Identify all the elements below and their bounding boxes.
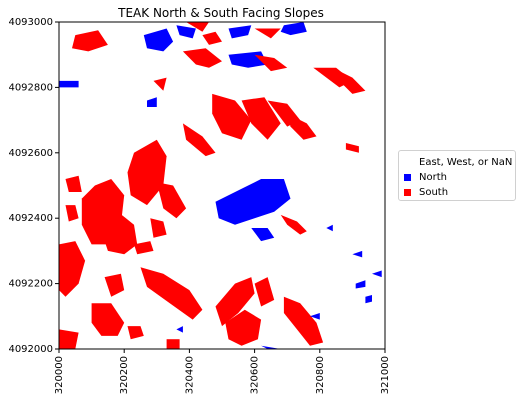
y-tick-label: 4092600 bbox=[8, 148, 53, 159]
y-tick-label: 4093000 bbox=[8, 17, 53, 28]
slope-patch-south-15 bbox=[153, 77, 167, 91]
legend-swatch-north bbox=[404, 173, 411, 181]
slope-patch-south-43 bbox=[59, 329, 79, 349]
slope-patch-south-44 bbox=[166, 339, 180, 349]
slope-patch-south-39 bbox=[225, 309, 262, 346]
slope-patch-south-40 bbox=[254, 277, 275, 307]
slope-patch-south-16 bbox=[212, 93, 252, 140]
slope-patch-south-38 bbox=[215, 277, 255, 327]
legend-label-south: South bbox=[419, 186, 449, 198]
slope-patch-north-13 bbox=[59, 80, 79, 88]
y-tick-label: 4092400 bbox=[8, 213, 53, 224]
slope-patch-north-49 bbox=[372, 270, 382, 278]
legend-label-north: North bbox=[419, 171, 447, 183]
slope-patch-south-34 bbox=[140, 267, 203, 320]
slope-patch-south-33 bbox=[134, 241, 154, 255]
slope-patch-south-27 bbox=[150, 218, 167, 238]
slope-patch-north-2 bbox=[176, 25, 196, 39]
x-tick-label: 320000 bbox=[54, 356, 65, 394]
slope-patch-south-20 bbox=[182, 123, 216, 157]
slope-patch-north-50 bbox=[310, 313, 320, 320]
slope-patch-north-48 bbox=[326, 224, 333, 232]
slope-patch-south-17 bbox=[241, 97, 281, 140]
plot-frame bbox=[58, 21, 386, 350]
x-tick-label: 321000 bbox=[380, 356, 391, 394]
slope-patch-south-8 bbox=[182, 48, 222, 68]
slope-patch-south-12 bbox=[339, 71, 366, 94]
slope-patch-south-19 bbox=[287, 113, 317, 140]
slope-patch-south-28 bbox=[59, 241, 86, 297]
slope-patch-south-4 bbox=[202, 31, 222, 45]
legend-item-north: North bbox=[404, 170, 447, 184]
y-tick-label: 4092800 bbox=[8, 82, 53, 93]
slope-patch-south-36 bbox=[91, 303, 125, 336]
chart-title: TEAK North & South Facing Slopes bbox=[117, 6, 324, 20]
slope-patch-north-30 bbox=[215, 179, 291, 225]
slope-patch-south-24 bbox=[127, 139, 167, 206]
slope-patch-south-21 bbox=[345, 143, 359, 153]
y-tick-label: 4092000 bbox=[8, 344, 53, 355]
y-tick-label: 4092200 bbox=[8, 279, 53, 290]
slope-patch-north-1 bbox=[143, 28, 174, 52]
slope-patch-south-26 bbox=[98, 211, 138, 255]
x-tick-label: 320400 bbox=[184, 356, 195, 394]
slope-patch-south-10 bbox=[254, 54, 288, 72]
legend-swatch-nan bbox=[404, 159, 411, 166]
slope-patch-south-0 bbox=[72, 30, 108, 52]
legend-item-nan: East, West, or NaN bbox=[404, 155, 512, 169]
slope-patch-south-37 bbox=[127, 326, 144, 340]
x-axis: 320000 320200 320400 320600 320800 321000 bbox=[54, 349, 391, 394]
legend-item-south: South bbox=[404, 185, 448, 199]
legend: East, West, or NaN North South bbox=[398, 150, 516, 201]
slope-patch-south-22 bbox=[65, 175, 82, 192]
x-tick-label: 320600 bbox=[250, 356, 261, 394]
x-tick-label: 320200 bbox=[119, 356, 130, 394]
slope-patch-north-42 bbox=[261, 345, 281, 349]
plot-area bbox=[58, 21, 386, 350]
y-axis: 4092000 4092200 4092400 4092600 4092800 40930… bbox=[8, 17, 59, 355]
slope-patch-south-41 bbox=[283, 296, 324, 346]
slope-patch-north-47 bbox=[352, 250, 363, 258]
slope-patch-south-35 bbox=[104, 273, 125, 297]
slope-patch-north-32 bbox=[251, 228, 275, 242]
slope-patch-north-7 bbox=[280, 22, 307, 36]
slope-patch-north-51 bbox=[176, 326, 183, 333]
legend-label-nan: East, West, or NaN bbox=[419, 156, 513, 168]
slope-patch-north-46 bbox=[365, 295, 372, 304]
slope-patch-south-25 bbox=[156, 182, 187, 219]
slope-patch-north-5 bbox=[228, 25, 252, 39]
slope-patch-south-3 bbox=[186, 22, 209, 32]
slope-patch-north-14 bbox=[147, 97, 157, 107]
slope-patch-north-45 bbox=[355, 280, 366, 289]
slope-patch-south-6 bbox=[254, 28, 281, 39]
legend-swatch-south bbox=[404, 188, 411, 196]
slope-patch-south-31 bbox=[280, 214, 307, 235]
x-tick-label: 320800 bbox=[315, 356, 326, 394]
slope-patch-south-29 bbox=[65, 205, 79, 222]
